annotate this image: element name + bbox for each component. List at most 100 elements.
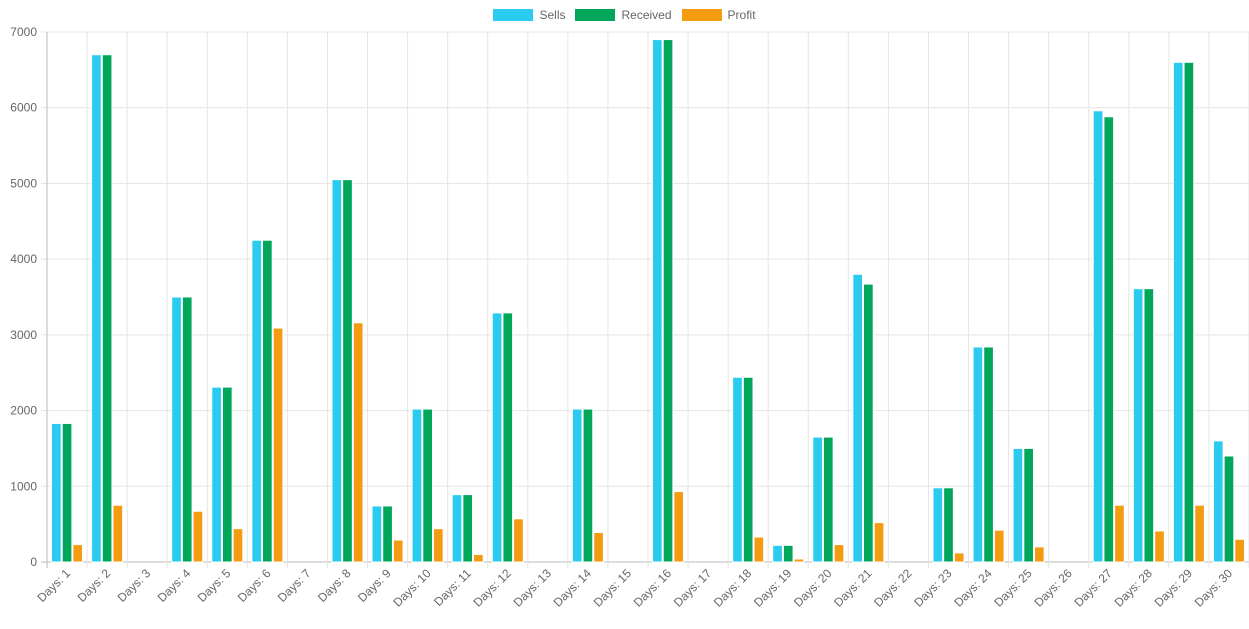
y-tick-label: 3000 [10, 328, 37, 342]
bar-sells-4 [171, 296, 182, 563]
bar-received-10 [422, 408, 433, 563]
y-tick-label: 5000 [10, 176, 37, 190]
x-tick-label: Days: 30 [1192, 566, 1236, 610]
bar-sells-8 [331, 179, 343, 563]
bar-sells-19 [772, 544, 783, 563]
bar-received-19 [782, 544, 794, 563]
bar-profit-8 [352, 322, 364, 563]
x-tick-label: Days: 23 [911, 566, 955, 610]
x-tick-label: Days: 8 [315, 566, 354, 605]
y-tick-label: 7000 [10, 25, 37, 39]
x-tick-label: Days: 10 [390, 566, 434, 610]
bar-profit-10 [432, 528, 444, 563]
bar-received-20 [822, 436, 834, 563]
legend-swatch-profit [681, 9, 722, 21]
legend-label-received: Received [621, 8, 672, 22]
legend-swatch-received [575, 9, 616, 21]
bar-profit-23 [953, 552, 965, 563]
legend-item-profit[interactable]: Profit [681, 8, 756, 22]
bar-received-29 [1183, 61, 1195, 563]
x-tick-label: Days: 5 [195, 566, 234, 605]
legend-item-sells[interactable]: Sells [493, 8, 565, 22]
x-tick-label: Days: 6 [235, 566, 274, 605]
legend: Sells Received Profit [0, 8, 1249, 22]
bar-sells-27 [1092, 110, 1104, 563]
x-tick-label: Days: 13 [511, 566, 555, 610]
legend-label-profit: Profit [727, 8, 756, 22]
y-tick-label: 0 [30, 555, 37, 569]
bar-received-4 [181, 296, 193, 563]
bar-profit-21 [873, 522, 885, 563]
bar-profit-2 [112, 504, 124, 563]
x-tick-label: Days: 15 [591, 566, 635, 610]
bar-received-30 [1223, 455, 1235, 563]
x-tick-label: Days: 2 [75, 566, 114, 605]
bar-profit-9 [392, 539, 404, 563]
bar-sells-11 [451, 494, 463, 563]
bar-sells-14 [571, 408, 583, 563]
y-tick-label: 2000 [10, 404, 37, 418]
bar-received-5 [221, 386, 233, 563]
x-tick-label: Days: 22 [871, 566, 915, 610]
bar-sells-18 [732, 376, 743, 563]
x-tick-label: Days: 14 [551, 566, 595, 610]
bar-sells-24 [972, 346, 984, 563]
x-tick-label: Days: 29 [1152, 566, 1196, 610]
bar-sells-9 [371, 505, 383, 563]
bar-sells-5 [211, 386, 222, 563]
bar-sells-20 [812, 436, 823, 563]
bar-profit-30 [1234, 538, 1245, 563]
bar-profit-27 [1114, 504, 1125, 563]
bar-received-27 [1103, 116, 1115, 563]
bar-received-12 [502, 312, 514, 563]
bar-received-21 [863, 283, 874, 563]
bar-profit-19 [793, 558, 805, 563]
bar-sells-23 [932, 487, 944, 563]
bar-received-6 [262, 239, 273, 563]
x-tick-label: Days: 28 [1112, 566, 1156, 610]
bar-sells-10 [411, 408, 423, 563]
bar-sells-30 [1212, 440, 1224, 563]
legend-item-received[interactable]: Received [575, 8, 672, 22]
bar-received-25 [1023, 447, 1034, 563]
bar-sells-16 [652, 39, 663, 563]
x-tick-label: Days: 17 [671, 566, 715, 610]
x-tick-label: Days: 4 [155, 566, 194, 605]
bar-received-24 [983, 346, 994, 563]
x-tick-label: Days: 20 [791, 566, 835, 610]
bar-sells-12 [491, 312, 503, 563]
bar-profit-14 [593, 531, 604, 563]
bar-profit-1 [72, 544, 84, 563]
bar-received-18 [742, 376, 754, 563]
bar-sells-2 [91, 54, 102, 563]
x-tick-label: Days: 7 [275, 566, 314, 605]
bar-sells-1 [51, 422, 62, 563]
legend-label-sells: Sells [539, 8, 566, 22]
x-tick-label: Days: 27 [1072, 566, 1116, 610]
bar-sells-28 [1132, 288, 1144, 563]
bar-received-28 [1143, 288, 1155, 563]
bar-profit-5 [232, 528, 244, 563]
bar-received-23 [943, 487, 954, 563]
bar-received-16 [662, 39, 674, 563]
bar-profit-29 [1194, 504, 1205, 563]
bar-received-2 [101, 54, 113, 563]
bar-sells-21 [852, 273, 864, 563]
x-tick-label: Days: 3 [115, 566, 154, 605]
bar-sells-25 [1012, 447, 1024, 563]
x-tick-label: Days: 24 [951, 566, 995, 610]
bar-received-8 [342, 179, 353, 563]
y-tick-label: 6000 [10, 101, 37, 115]
y-tick-label: 1000 [10, 479, 37, 493]
bar-profit-20 [833, 544, 845, 563]
bar-profit-16 [673, 491, 685, 563]
x-tick-label: Days: 9 [355, 566, 394, 605]
bar-profit-24 [993, 529, 1005, 563]
bar-received-11 [462, 494, 474, 563]
bar-received-9 [382, 505, 393, 563]
bar-sells-29 [1172, 61, 1184, 563]
x-tick-label: Days: 12 [471, 566, 515, 610]
x-tick-label: Days: 16 [631, 566, 675, 610]
